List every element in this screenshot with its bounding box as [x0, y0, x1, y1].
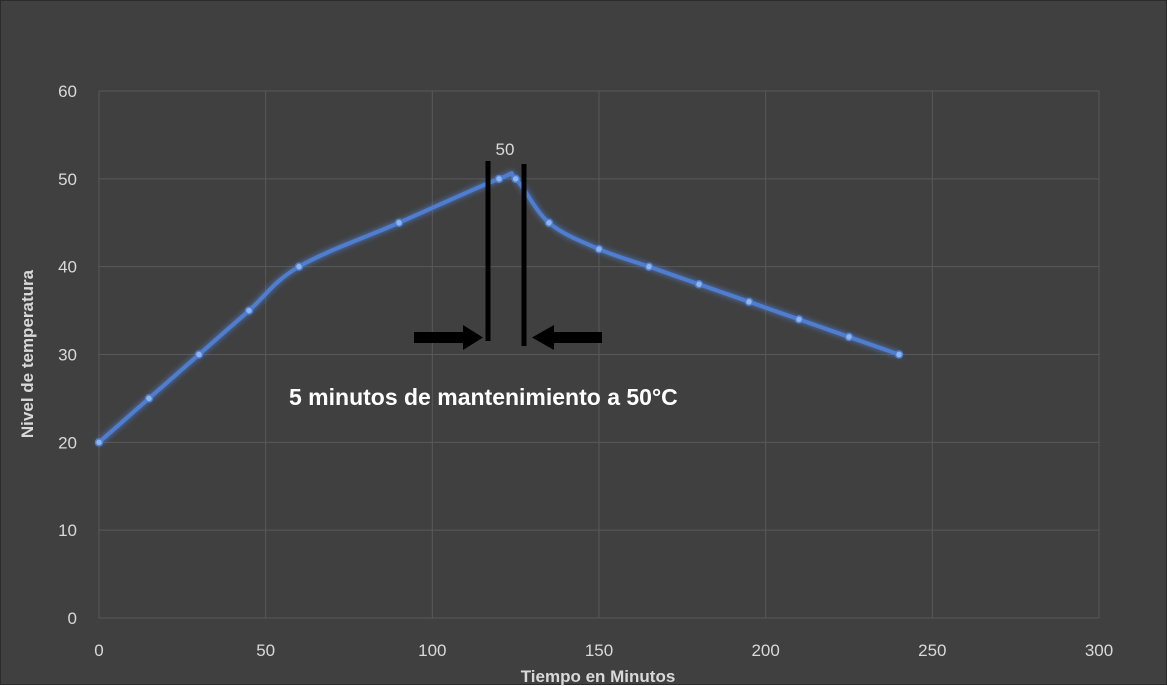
annotation-group: 5 minutos de mantenimiento a 50°C 50 — [289, 140, 678, 410]
y-axis-title: Nivel de temperatura — [18, 269, 37, 438]
arrow-left-icon — [532, 325, 602, 350]
gridlines — [98, 90, 1100, 619]
x-tick-label: 150 — [585, 641, 613, 660]
data-point — [744, 297, 754, 307]
annotation-text: 5 minutos de mantenimiento a 50°C — [289, 384, 678, 410]
data-point — [144, 394, 154, 403]
data-point — [594, 244, 604, 254]
y-tick-label: 50 — [58, 170, 77, 189]
y-tick-label: 60 — [58, 82, 77, 101]
series-temperatura — [94, 171, 904, 447]
y-tick-label: 10 — [58, 521, 77, 540]
x-tick-label: 100 — [418, 641, 446, 660]
x-tick-label: 50 — [256, 641, 275, 660]
x-tick-label: 250 — [918, 641, 946, 660]
data-point — [494, 174, 504, 184]
arrow-right-icon — [414, 325, 483, 350]
x-tick-label: 0 — [94, 641, 103, 660]
y-tick-label: 0 — [68, 609, 77, 628]
data-point — [94, 438, 104, 447]
data-point — [844, 332, 854, 342]
data-label-50: 50 — [496, 140, 515, 159]
data-point — [694, 279, 704, 289]
data-point — [894, 350, 904, 359]
data-point — [794, 315, 804, 324]
x-tick-label: 300 — [1085, 641, 1113, 660]
data-point — [644, 262, 654, 271]
y-tick-label: 40 — [58, 258, 77, 277]
data-point — [511, 174, 520, 184]
data-point — [194, 350, 204, 359]
data-point — [244, 306, 254, 315]
tick-labels: 0 10 20 30 40 50 60 0 50 100 150 200 250 300 — [58, 82, 1113, 660]
data-point — [394, 218, 404, 227]
y-tick-label: 20 — [58, 433, 77, 452]
data-point — [544, 218, 554, 227]
y-tick-label: 30 — [58, 346, 77, 365]
x-tick-label: 200 — [751, 641, 779, 660]
data-point — [294, 262, 304, 271]
x-axis-title: Tiempo en Minutos — [521, 667, 676, 686]
